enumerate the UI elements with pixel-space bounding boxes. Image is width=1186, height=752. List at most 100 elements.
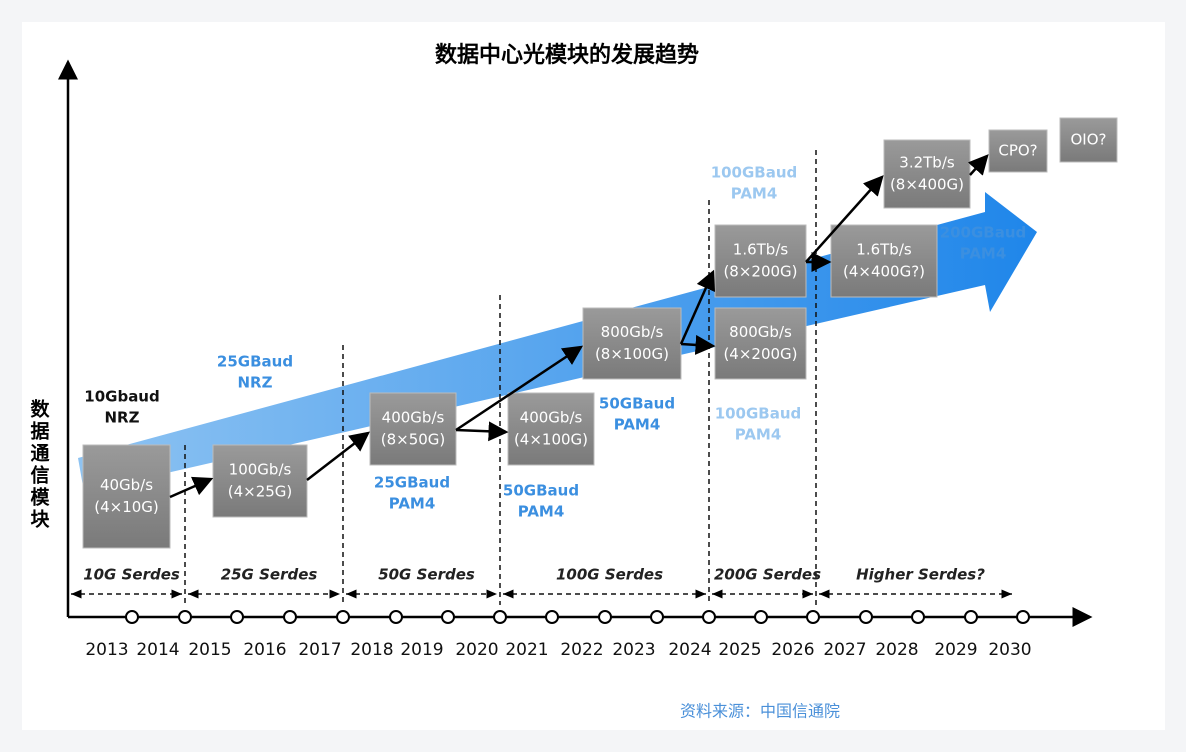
baud-label: 50GBaud	[599, 395, 675, 413]
baud-label: 25GBaud	[374, 474, 450, 492]
year-label: 2024	[668, 640, 711, 660]
year-node	[806, 610, 820, 624]
year-label: 2017	[298, 640, 341, 660]
year-label: 2029	[934, 640, 977, 660]
module-label: (4×25G)	[228, 483, 293, 501]
baud-label: 10Gbaud	[84, 388, 159, 406]
serdes-label: 25G Serdes	[221, 566, 318, 584]
year-label: 2023	[612, 640, 655, 660]
year-node	[230, 610, 244, 624]
module-label: 1.6Tb/s	[733, 241, 789, 259]
year-node	[911, 610, 925, 624]
flow-arrow	[680, 334, 716, 355]
module-box	[714, 224, 807, 298]
year-node	[389, 610, 403, 624]
baud-label: PAM4	[731, 185, 778, 203]
baud-label: 50GBaud	[503, 482, 579, 500]
module-label: (4×200G)	[723, 345, 797, 363]
y-axis-label: 信	[30, 464, 49, 487]
baud-label: 200GBaud	[940, 224, 1027, 242]
module-label: (4×400G?)	[843, 263, 925, 281]
module-label: (8×400G)	[890, 176, 964, 194]
module-label: 1.6Tb/s	[856, 241, 912, 259]
year-node	[964, 610, 978, 624]
module-box	[830, 224, 938, 298]
year-node	[702, 610, 716, 624]
baud-label: PAM4	[960, 245, 1007, 263]
y-axis-label: 块	[30, 509, 50, 531]
year-node	[545, 610, 559, 624]
year-node	[178, 610, 192, 624]
module-label: (4×100G)	[514, 431, 588, 449]
module-box	[507, 392, 595, 466]
module-label: 100Gb/s	[229, 461, 292, 479]
flow-arrow	[169, 476, 214, 499]
flow-arrow	[679, 269, 716, 345]
year-label: 2021	[505, 640, 548, 660]
module-label: 400Gb/s	[520, 409, 583, 427]
year-node	[859, 610, 873, 624]
module-box	[582, 307, 682, 380]
module-label: CPO?	[998, 142, 1037, 160]
module-label: (8×100G)	[595, 345, 669, 363]
module-label: 40Gb/s	[100, 476, 153, 494]
year-node	[336, 610, 350, 624]
baud-label: 25GBaud	[217, 353, 293, 371]
y-axis-label: 通	[30, 443, 50, 465]
flow-arrow	[967, 154, 989, 176]
module-box	[369, 392, 457, 466]
year-label: 2015	[188, 640, 231, 660]
year-node	[754, 610, 768, 624]
flow-arrow	[805, 175, 884, 263]
module-label: 400Gb/s	[382, 409, 445, 427]
serdes-label: 50G Serdes	[378, 566, 475, 584]
module-label: (8×50G)	[381, 431, 446, 449]
module-box	[883, 139, 971, 209]
year-node	[493, 610, 507, 624]
module-box	[212, 444, 308, 518]
baud-label: PAM4	[735, 426, 782, 444]
baud-label: NRZ	[238, 374, 273, 392]
title: 数据中心光模块的发展趋势	[435, 42, 699, 68]
year-label: 2028	[875, 640, 918, 660]
source-fade	[840, 700, 1160, 726]
baud-label: PAM4	[614, 416, 661, 434]
year-label: 2020	[455, 640, 498, 660]
module-label: 3.2Tb/s	[899, 154, 955, 172]
serdes-label: 10G Serdes	[83, 566, 180, 584]
year-label: 2026	[771, 640, 814, 660]
y-axis-label: 据	[30, 420, 49, 443]
module-label: 800Gb/s	[729, 323, 792, 341]
y-axis-label: 数	[30, 398, 50, 421]
baud-label: 100GBaud	[715, 405, 802, 423]
year-label: 2025	[718, 640, 761, 660]
year-label: 2027	[823, 640, 866, 660]
year-node	[1016, 610, 1030, 624]
year-label: 2030	[988, 640, 1031, 660]
baud-label: 100GBaud	[711, 164, 798, 182]
year-label: 2014	[136, 640, 179, 660]
module-label: 800Gb/s	[601, 323, 664, 341]
year-node	[441, 610, 455, 624]
module-label: (4×10G)	[94, 498, 159, 516]
year-label: 2019	[400, 640, 443, 660]
year-node	[125, 610, 139, 624]
module-box	[988, 129, 1048, 173]
year-label: 2013	[85, 640, 128, 660]
module-box	[714, 307, 807, 380]
baud-label: PAM4	[518, 503, 565, 521]
module-label: (8×200G)	[723, 263, 797, 281]
year-label: 2022	[560, 640, 603, 660]
module-box	[82, 444, 171, 549]
year-label: 2016	[243, 640, 286, 660]
flow-arrow	[455, 421, 509, 442]
year-node	[650, 610, 664, 624]
year-label: 2018	[350, 640, 393, 660]
module-label: OIO?	[1071, 131, 1107, 149]
serdes-label: 100G Serdes	[556, 566, 663, 584]
year-node	[283, 610, 297, 624]
module-box	[1059, 117, 1118, 163]
serdes-label: Higher Serdes?	[856, 566, 985, 584]
serdes-label: 200G Serdes	[714, 566, 821, 584]
